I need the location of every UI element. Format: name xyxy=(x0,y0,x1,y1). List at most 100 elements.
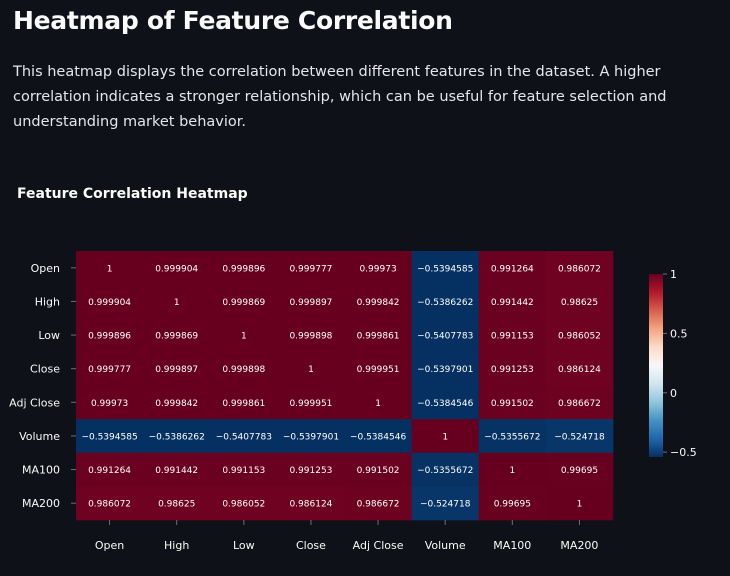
cell-value-label: 0.99973 xyxy=(359,264,396,274)
heatmap-cell[interactable] xyxy=(411,452,480,487)
heatmap-cell[interactable] xyxy=(143,284,211,319)
x-axis: Open High Low Close Adj Close Volume MA100 MA20… xyxy=(95,520,598,552)
heatmap-cell[interactable] xyxy=(545,251,614,286)
heatmap-cell[interactable] xyxy=(76,486,144,521)
heatmap-cell[interactable] xyxy=(478,284,547,319)
heatmap-cell[interactable] xyxy=(411,251,480,286)
heatmap-cell[interactable] xyxy=(143,318,211,353)
heatmap-cell[interactable] xyxy=(76,385,144,420)
heatmap-cell[interactable] xyxy=(143,351,211,386)
heatmap-cell[interactable] xyxy=(411,486,480,521)
heatmap-cell[interactable] xyxy=(277,351,345,386)
heatmap-cell[interactable] xyxy=(344,251,413,286)
heatmap-cell[interactable] xyxy=(143,419,211,454)
heatmap-cell[interactable] xyxy=(545,351,614,386)
heatmap-cell[interactable] xyxy=(344,284,413,319)
x-tick-label: Low xyxy=(233,539,255,552)
heatmap-cell-labels: 1 0.999904 0.999896 0.999777 0.99973 −0.53945… xyxy=(81,264,605,509)
heatmap-cell[interactable] xyxy=(210,351,278,386)
y-tick-label: MA200 xyxy=(22,497,60,510)
colorbar: 1 0.5 0 −0.5 xyxy=(649,268,697,459)
cell-value-label: 0.999897 xyxy=(289,298,332,308)
heatmap-cell[interactable] xyxy=(210,385,278,420)
heatmap-cell[interactable] xyxy=(545,284,614,319)
colorbar-tick-label: 0.5 xyxy=(670,327,688,340)
heatmap-cell[interactable] xyxy=(478,385,547,420)
heatmap-cell[interactable] xyxy=(545,486,614,521)
heatmap-cell[interactable] xyxy=(277,452,345,487)
heatmap-cell[interactable] xyxy=(76,284,144,319)
x-tick-label: Volume xyxy=(425,539,466,552)
cell-value-label: 0.999898 xyxy=(289,332,332,342)
heatmap-cell[interactable] xyxy=(411,351,480,386)
heatmap-cell[interactable] xyxy=(210,486,278,521)
heatmap-cell[interactable] xyxy=(478,452,547,487)
heatmap-cells[interactable] xyxy=(76,251,614,521)
cell-value-label: 0.991264 xyxy=(88,466,131,476)
cell-value-label: −0.524718 xyxy=(554,432,605,442)
heatmap-cell[interactable] xyxy=(277,284,345,319)
heatmap-cell[interactable] xyxy=(478,318,547,353)
heatmap-cell[interactable] xyxy=(210,251,278,286)
y-tick-label: Volume xyxy=(19,430,60,443)
heatmap-cell[interactable] xyxy=(344,419,413,454)
heatmap-cell[interactable] xyxy=(143,251,211,286)
heatmap-cell[interactable] xyxy=(411,318,480,353)
heatmap-cell[interactable] xyxy=(210,419,278,454)
cell-value-label: 1 xyxy=(174,298,180,308)
heatmap-cell[interactable] xyxy=(478,486,547,521)
heatmap-cell[interactable] xyxy=(143,452,211,487)
cell-value-label: 0.991502 xyxy=(357,466,400,476)
heatmap-cell[interactable] xyxy=(76,318,144,353)
heatmap-cell[interactable] xyxy=(76,419,144,454)
y-tick-label: Low xyxy=(38,329,60,342)
heatmap-cell[interactable] xyxy=(210,452,278,487)
cell-value-label: 0.991442 xyxy=(491,298,534,308)
heatmap-cell[interactable] xyxy=(76,452,144,487)
cell-value-label: 0.986072 xyxy=(558,264,601,274)
y-tick-label: MA100 xyxy=(22,464,60,477)
heatmap-cell[interactable] xyxy=(210,284,278,319)
page-description: This heatmap displays the correlation be… xyxy=(13,64,667,130)
heatmap-cell[interactable] xyxy=(478,419,547,454)
heatmap-cell[interactable] xyxy=(277,486,345,521)
heatmap-cell[interactable] xyxy=(545,452,614,487)
chart-title: Feature Correlation Heatmap xyxy=(17,186,248,202)
heatmap-cell[interactable] xyxy=(411,419,480,454)
cell-value-label: 0.999861 xyxy=(222,399,265,409)
heatmap-cell[interactable] xyxy=(76,251,144,286)
heatmap-cell[interactable] xyxy=(411,284,480,319)
y-axis: Open High Low Close Adj Close Volume MA100 MA20… xyxy=(9,262,76,510)
heatmap-cell[interactable] xyxy=(143,486,211,521)
heatmap-cell[interactable] xyxy=(344,318,413,353)
cell-value-label: 1 xyxy=(241,332,247,342)
heatmap-cell[interactable] xyxy=(545,385,614,420)
cell-value-label: 0.991153 xyxy=(491,332,534,342)
heatmap-cell[interactable] xyxy=(210,318,278,353)
cell-value-label: 0.986124 xyxy=(558,365,601,375)
heatmap-cell[interactable] xyxy=(344,452,413,487)
heatmap-cell[interactable] xyxy=(478,351,547,386)
heatmap-cell[interactable] xyxy=(143,385,211,420)
cell-value-label: 0.991153 xyxy=(222,466,265,476)
cell-value-label: 1 xyxy=(308,365,314,375)
heatmap-cell[interactable] xyxy=(277,419,345,454)
x-tick-label: High xyxy=(164,539,189,552)
heatmap-cell[interactable] xyxy=(344,385,413,420)
cell-value-label: −0.5355672 xyxy=(484,432,540,442)
heatmap-cell[interactable] xyxy=(76,351,144,386)
cell-value-label: 0.98625 xyxy=(561,298,598,308)
heatmap-cell[interactable] xyxy=(411,385,480,420)
heatmap-cell[interactable] xyxy=(277,251,345,286)
heatmap-cell[interactable] xyxy=(545,419,614,454)
heatmap-cell[interactable] xyxy=(478,251,547,286)
heatmap-cell[interactable] xyxy=(545,318,614,353)
heatmap-cell[interactable] xyxy=(344,486,413,521)
cell-value-label: −0.524718 xyxy=(420,500,471,510)
heatmap-cell[interactable] xyxy=(344,351,413,386)
cell-value-label: 0.98625 xyxy=(158,500,195,510)
heatmap-cell[interactable] xyxy=(277,318,345,353)
cell-value-label: −0.5355672 xyxy=(417,466,473,476)
heatmap-cell[interactable] xyxy=(277,385,345,420)
